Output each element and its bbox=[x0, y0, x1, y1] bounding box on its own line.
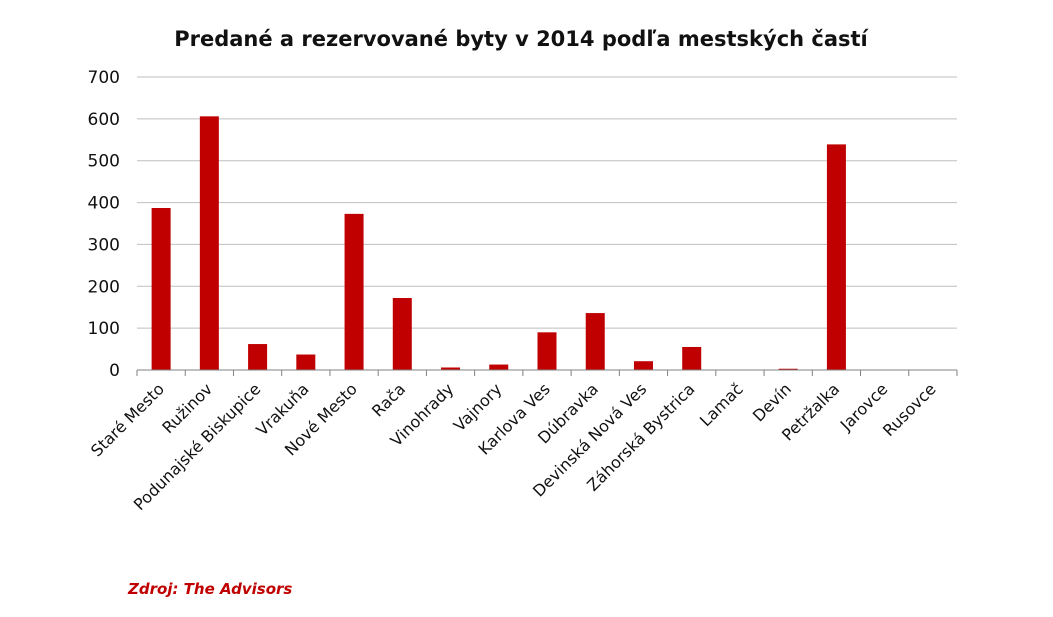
bar bbox=[296, 354, 316, 370]
y-tick-label: 600 bbox=[88, 110, 120, 130]
gridlines bbox=[137, 76, 957, 329]
y-tick-label: 100 bbox=[88, 319, 120, 339]
x-tick-label: Rača bbox=[368, 379, 409, 420]
x-axis bbox=[136, 369, 958, 376]
bar bbox=[633, 361, 653, 370]
bars bbox=[151, 116, 846, 370]
y-tick-label: 200 bbox=[88, 277, 120, 297]
y-tick-label: 0 bbox=[109, 361, 120, 381]
y-tick-label: 400 bbox=[88, 194, 120, 214]
x-tick-label: Staré Mesto bbox=[87, 379, 168, 460]
bar bbox=[344, 213, 364, 370]
chart-title: Predané a rezervované byty v 2014 podľa … bbox=[174, 27, 869, 51]
bar bbox=[537, 332, 557, 370]
y-tick-label: 500 bbox=[88, 152, 120, 172]
x-tick-label: Rusovce bbox=[879, 379, 940, 440]
x-tick-label: Devín bbox=[749, 379, 795, 425]
bar bbox=[199, 116, 219, 370]
y-axis-ticks: 0 100 200 300 400 500 600 700 bbox=[88, 68, 120, 381]
y-tick-label: 700 bbox=[88, 68, 120, 88]
x-tick-label: Lamač bbox=[696, 379, 747, 430]
bar bbox=[585, 313, 605, 370]
bar bbox=[151, 208, 171, 370]
bar bbox=[248, 344, 268, 370]
bar bbox=[682, 346, 702, 370]
bar bbox=[392, 298, 412, 370]
y-tick-label: 300 bbox=[88, 235, 120, 255]
bar bbox=[489, 364, 509, 370]
bar bbox=[826, 144, 846, 370]
bar bbox=[778, 368, 798, 370]
bar bbox=[441, 367, 461, 370]
source-note: Zdroj: The Advisors bbox=[127, 580, 292, 598]
